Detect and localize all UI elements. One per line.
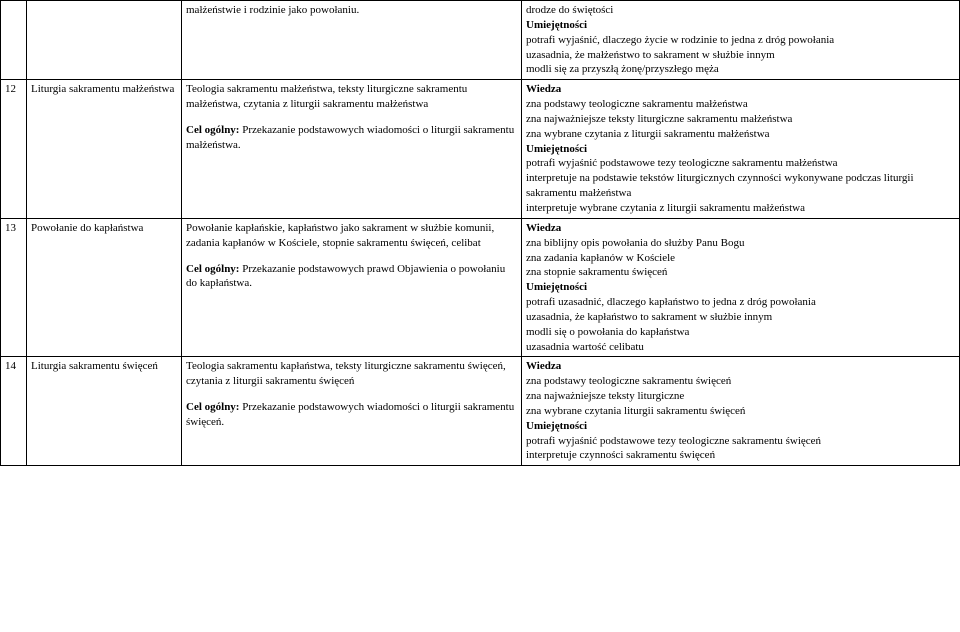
topic-cell: Liturgia sakramentu małżeństwa	[27, 80, 182, 219]
text-line: zna wybrane czytania liturgii sakramentu…	[526, 404, 955, 419]
text-line: Wiedza	[526, 82, 955, 97]
text-line: Cel ogólny: Przekazanie podstawowych wia…	[186, 400, 517, 430]
text-line: drodze do świętości	[526, 3, 955, 18]
text-line: Teologia sakramentu kapłaństwa, teksty l…	[186, 359, 517, 389]
outcomes-cell: Wiedzazna podstawy teologiczne sakrament…	[522, 80, 960, 219]
row-number: 14	[1, 357, 27, 466]
text-line: zna stopnie sakramentu święceń	[526, 265, 955, 280]
text-line: potrafi wyjaśnić podstawowe tezy teologi…	[526, 434, 955, 449]
text-line: Wiedza	[526, 359, 955, 374]
text-line: zna podstawy teologiczne sakramentu małż…	[526, 97, 955, 112]
text-line: zna najważniejsze teksty liturgiczne sak…	[526, 112, 955, 127]
row-number: 13	[1, 218, 27, 357]
topic-cell: Liturgia sakramentu święceń	[27, 357, 182, 466]
text-line: Wiedza	[526, 221, 955, 236]
text-line: interpretuje czynności sakramentu święce…	[526, 448, 955, 463]
text-line: uzasadnia, że kapłaństwo to sakrament w …	[526, 310, 955, 325]
content-cell: Teologia sakramentu kapłaństwa, teksty l…	[182, 357, 522, 466]
text-line: potrafi wyjaśnić podstawowe tezy teologi…	[526, 156, 955, 171]
text-line: interpretuje wybrane czytania z liturgii…	[526, 201, 955, 216]
text-line: Teologia sakramentu małżeństwa, teksty l…	[186, 82, 517, 112]
content-cell: Teologia sakramentu małżeństwa, teksty l…	[182, 80, 522, 219]
text-line: Umiejętności	[526, 142, 955, 157]
text-line: Umiejętności	[526, 419, 955, 434]
outcomes-cell: drodze do świętościUmiejętnościpotrafi w…	[522, 1, 960, 80]
spacer	[186, 112, 517, 123]
text-line: Umiejętności	[526, 280, 955, 295]
table-row: 12Liturgia sakramentu małżeństwaTeologia…	[1, 80, 960, 219]
row-number	[1, 1, 27, 80]
text-line: Powołanie kapłańskie, kapłaństwo jako sa…	[186, 221, 517, 251]
curriculum-table: małżeństwie i rodzinie jako powołaniu. dr…	[0, 0, 960, 466]
row-number: 12	[1, 80, 27, 219]
topic-cell: Powołanie do kapłaństwa	[27, 218, 182, 357]
text-line: uzasadnia wartość celibatu	[526, 340, 955, 355]
table-row: 14Liturgia sakramentu święceńTeologia sa…	[1, 357, 960, 466]
label-bold: Cel ogólny:	[186, 401, 242, 413]
content-cell: małżeństwie i rodzinie jako powołaniu.	[182, 1, 522, 80]
text-line: zna zadania kapłanów w Kościele	[526, 251, 955, 266]
text-line: potrafi uzasadnić, dlaczego kapłaństwo t…	[526, 295, 955, 310]
label-bold: Cel ogólny:	[186, 263, 242, 275]
spacer	[186, 389, 517, 400]
text-line: modli się o powołania do kapłaństwa	[526, 325, 955, 340]
text-line: małżeństwie i rodzinie jako powołaniu.	[186, 3, 517, 18]
topic-cell	[27, 1, 182, 80]
text-line: interpretuje na podstawie tekstów liturg…	[526, 171, 955, 201]
outcomes-cell: Wiedzazna biblijny opis powołania do słu…	[522, 218, 960, 357]
text-line: modli się za przyszłą żonę/przyszłego mę…	[526, 62, 955, 77]
text-line: zna najważniejsze teksty liturgiczne	[526, 389, 955, 404]
text-line: Cel ogólny: Przekazanie podstawowych pra…	[186, 262, 517, 292]
table-row: małżeństwie i rodzinie jako powołaniu. dr…	[1, 1, 960, 80]
text-line: Cel ogólny: Przekazanie podstawowych wia…	[186, 123, 517, 153]
content-cell: Powołanie kapłańskie, kapłaństwo jako sa…	[182, 218, 522, 357]
text-line: potrafi wyjaśnić, dlaczego życie w rodzi…	[526, 33, 955, 48]
text-line: Umiejętności	[526, 18, 955, 33]
table-row: 13Powołanie do kapłaństwaPowołanie kapła…	[1, 218, 960, 357]
label-bold: Cel ogólny:	[186, 124, 242, 136]
text-line: zna podstawy teologiczne sakramentu świę…	[526, 374, 955, 389]
text-line: uzasadnia, że małżeństwo to sakrament w …	[526, 48, 955, 63]
spacer	[186, 251, 517, 262]
outcomes-cell: Wiedzazna podstawy teologiczne sakrament…	[522, 357, 960, 466]
text-line: zna wybrane czytania z liturgii sakramen…	[526, 127, 955, 142]
text-line: zna biblijny opis powołania do służby Pa…	[526, 236, 955, 251]
